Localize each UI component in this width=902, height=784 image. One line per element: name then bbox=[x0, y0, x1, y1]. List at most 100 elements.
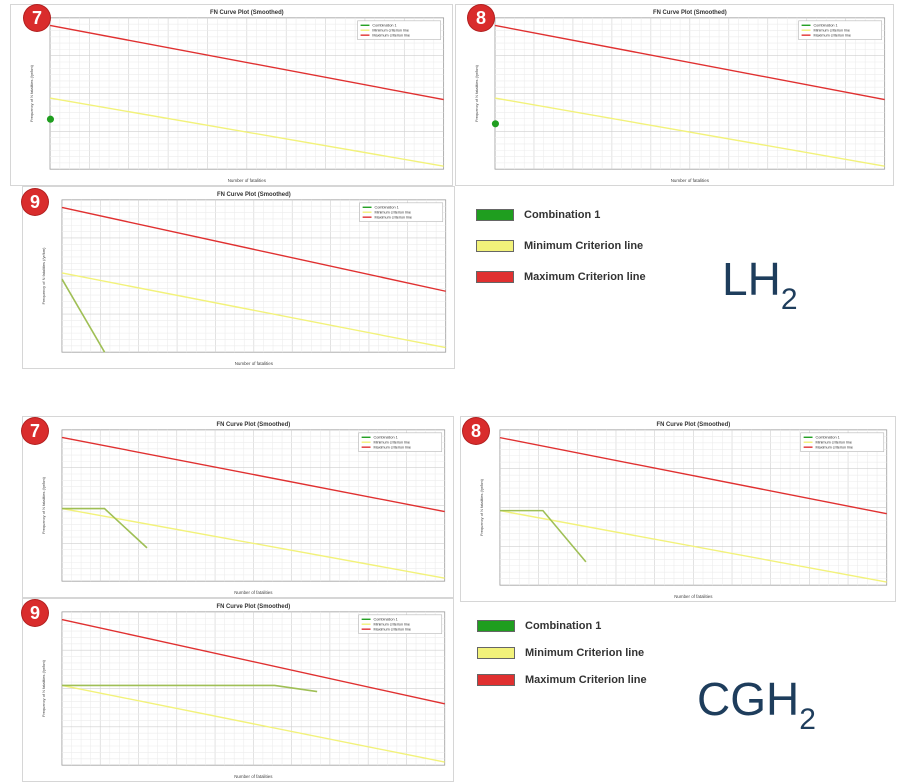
chart-legend-label: Minimum criterion line bbox=[374, 623, 410, 627]
section-legend: Combination 1 Minimum Criterion line Max… bbox=[476, 209, 696, 299]
chart-legend-box bbox=[359, 202, 444, 222]
legend-label: Combination 1 bbox=[524, 209, 601, 221]
fuel-label-lh2: LH2 bbox=[722, 252, 798, 317]
chart-legend-box bbox=[358, 432, 443, 452]
y-axis-label: Frequency of N fatalities (/yr/km) bbox=[474, 64, 479, 122]
series-point-combination bbox=[491, 120, 499, 128]
legend-item-minimum: Minimum Criterion line bbox=[477, 647, 644, 659]
chart-number-badge: 7 bbox=[24, 5, 50, 31]
chart-legend-label: Maximum criterion line bbox=[374, 628, 412, 632]
legend-swatch-maximum bbox=[477, 674, 515, 686]
series-line-minimum bbox=[499, 509, 887, 583]
fn-chart: FN Curve Plot (Smoothed) Number of fatali… bbox=[29, 10, 445, 183]
chart-legend-label: Minimum criterion line bbox=[373, 441, 409, 445]
series-line-minimum bbox=[61, 272, 446, 349]
legend-swatch-combination bbox=[476, 209, 514, 221]
chart-title: FN Curve Plot (Smoothed) bbox=[216, 604, 290, 610]
fn-chart-panel: FN Curve Plot (Smoothed) Number of fatali… bbox=[10, 4, 453, 186]
fn-chart-panel: FN Curve Plot (Smoothed) Number of fatali… bbox=[22, 598, 454, 782]
fuel-name: LH bbox=[722, 253, 781, 305]
chart-number-badge: 9 bbox=[22, 189, 48, 215]
fuel-name: CGH bbox=[697, 673, 800, 725]
chart-title: FN Curve Plot (Smoothed) bbox=[656, 422, 730, 428]
chart-legend-label: Minimum criterion line bbox=[374, 211, 410, 215]
legend-label: Maximum Criterion line bbox=[525, 674, 647, 686]
x-axis-label: Number of fatalities bbox=[674, 594, 713, 599]
fn-chart-panel: FN Curve Plot (Smoothed) Number of fatali… bbox=[460, 416, 896, 602]
chart-number-badge: 8 bbox=[463, 418, 489, 444]
legend-label: Maximum Criterion line bbox=[524, 271, 646, 283]
x-axis-label: Number of fatalities bbox=[671, 178, 710, 183]
series-line-maximum bbox=[61, 618, 445, 705]
fn-chart: FN Curve Plot (Smoothed) Number of fatali… bbox=[41, 604, 446, 779]
series-line-maximum bbox=[49, 24, 444, 101]
chart-legend-label: Minimum criterion line bbox=[372, 29, 408, 33]
chart-legend-label: Minimum criterion line bbox=[813, 29, 849, 33]
chart-legend-label: Combination 1 bbox=[816, 436, 840, 440]
fn-chart-panel: FN Curve Plot (Smoothed) Number of fatali… bbox=[455, 4, 894, 186]
series-point-combination bbox=[46, 115, 55, 123]
gridlines bbox=[61, 429, 445, 582]
series-line-combination bbox=[61, 278, 106, 353]
fn-chart: FN Curve Plot (Smoothed) Number of fatali… bbox=[41, 422, 446, 595]
section-legend: Combination 1 Minimum Criterion line Max… bbox=[477, 620, 697, 710]
chart-legend-label: Combination 1 bbox=[374, 618, 398, 622]
series-line-combination bbox=[61, 507, 148, 549]
legend-item-combination: Combination 1 bbox=[476, 209, 600, 221]
gridlines bbox=[499, 429, 887, 586]
x-axis-label: Number of fatalities bbox=[228, 178, 267, 183]
chart-number-badge: 8 bbox=[468, 5, 494, 31]
legend-swatch-minimum bbox=[477, 647, 515, 659]
series-line-maximum bbox=[61, 436, 445, 513]
chart-title: FN Curve Plot (Smoothed) bbox=[216, 422, 290, 428]
series-line-maximum bbox=[61, 206, 446, 292]
legend-item-minimum: Minimum Criterion line bbox=[476, 240, 643, 252]
gridlines bbox=[494, 17, 885, 170]
x-axis-label: Number of fatalities bbox=[234, 774, 273, 779]
fuel-subscript: 2 bbox=[799, 703, 816, 736]
series-line-minimum bbox=[61, 507, 445, 579]
legend-item-combination: Combination 1 bbox=[477, 620, 601, 632]
legend-swatch-maximum bbox=[476, 271, 514, 283]
chart-legend-label: Maximum criterion line bbox=[372, 34, 410, 38]
fuel-label-cgh2: CGH2 bbox=[697, 672, 816, 737]
fn-chart-panel: FN Curve Plot (Smoothed) Number of fatali… bbox=[22, 186, 455, 369]
gridlines bbox=[61, 199, 446, 353]
chart-legend-label: Combination 1 bbox=[373, 436, 397, 440]
series-line-minimum bbox=[49, 97, 444, 167]
chart-legend-label: Maximum criterion line bbox=[374, 216, 412, 220]
chart-legend-label: Maximum criterion line bbox=[816, 446, 854, 450]
y-axis-label: Frequency of N fatalities (/yr/km) bbox=[479, 478, 484, 536]
chart-number-badge: 7 bbox=[22, 418, 48, 444]
chart-title: FN Curve Plot (Smoothed) bbox=[210, 10, 284, 16]
chart-title: FN Curve Plot (Smoothed) bbox=[653, 10, 727, 16]
legend-label: Minimum Criterion line bbox=[524, 240, 644, 252]
fuel-subscript: 2 bbox=[780, 283, 798, 316]
chart-title: FN Curve Plot (Smoothed) bbox=[217, 192, 291, 198]
chart-legend-box bbox=[798, 20, 882, 40]
legend-swatch-minimum bbox=[476, 240, 514, 252]
y-axis-label: Frequency of N fatalities (/yr/km) bbox=[41, 659, 46, 717]
chart-legend-label: Combination 1 bbox=[813, 24, 837, 28]
fn-chart-panel: FN Curve Plot (Smoothed) Number of fatali… bbox=[22, 416, 454, 598]
x-axis-label: Number of fatalities bbox=[235, 361, 274, 366]
chart-legend-label: Maximum criterion line bbox=[373, 446, 411, 450]
series-line-combination bbox=[499, 509, 587, 563]
chart-legend-box bbox=[357, 20, 441, 40]
y-axis-label: Frequency of N fatalities (/yr/km) bbox=[41, 247, 46, 305]
chart-legend-label: Maximum criterion line bbox=[813, 34, 851, 38]
legend-swatch-combination bbox=[477, 620, 515, 632]
chart-legend-label: Minimum criterion line bbox=[816, 441, 852, 445]
legend-item-maximum: Maximum Criterion line bbox=[477, 674, 647, 686]
y-axis-label: Frequency of N fatalities (/yr/km) bbox=[41, 476, 46, 534]
legend-item-maximum: Maximum Criterion line bbox=[476, 271, 646, 283]
series-line-maximum bbox=[494, 24, 885, 101]
series-line-combination bbox=[61, 684, 318, 693]
gridlines bbox=[61, 611, 445, 766]
chart-number-badge: 9 bbox=[22, 600, 48, 626]
legend-label: Combination 1 bbox=[525, 620, 602, 632]
legend-label: Minimum Criterion line bbox=[525, 647, 645, 659]
series-line-maximum bbox=[499, 436, 887, 515]
fn-chart: FN Curve Plot (Smoothed) Number of fatali… bbox=[479, 422, 888, 599]
chart-legend-box bbox=[800, 432, 885, 452]
